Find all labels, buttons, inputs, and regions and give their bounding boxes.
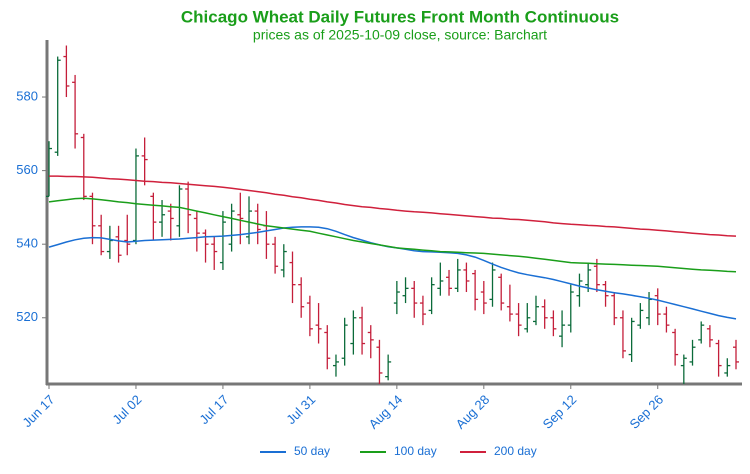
y-tick-label: 540 [16,236,38,251]
x-tick-label: Jul 17 [196,392,231,427]
chart-title: Chicago Wheat Daily Futures Front Month … [181,7,619,26]
x-tick-label: Jun 17 [19,392,57,430]
legend-label: 100 day [394,444,437,458]
y-tick-label: 580 [16,88,38,103]
ma-line [49,175,737,237]
x-tick-label: Jul 31 [283,392,318,427]
legend-label: 200 day [494,444,537,458]
y-tick-label: 560 [16,162,38,177]
x-tick-label: Sep 12 [540,392,580,432]
x-tick-label: Aug 14 [366,392,406,432]
ma-line [48,226,737,320]
x-tick-label: Sep 26 [627,392,667,432]
x-tick-label: Jul 02 [109,392,144,427]
legend-label: 50 day [294,444,330,458]
ma-line [48,197,737,273]
y-tick-label: 520 [16,309,38,324]
chart-subtitle: prices as of 2025-10-09 close, source: B… [253,27,547,43]
x-tick-label: Aug 28 [453,392,493,432]
